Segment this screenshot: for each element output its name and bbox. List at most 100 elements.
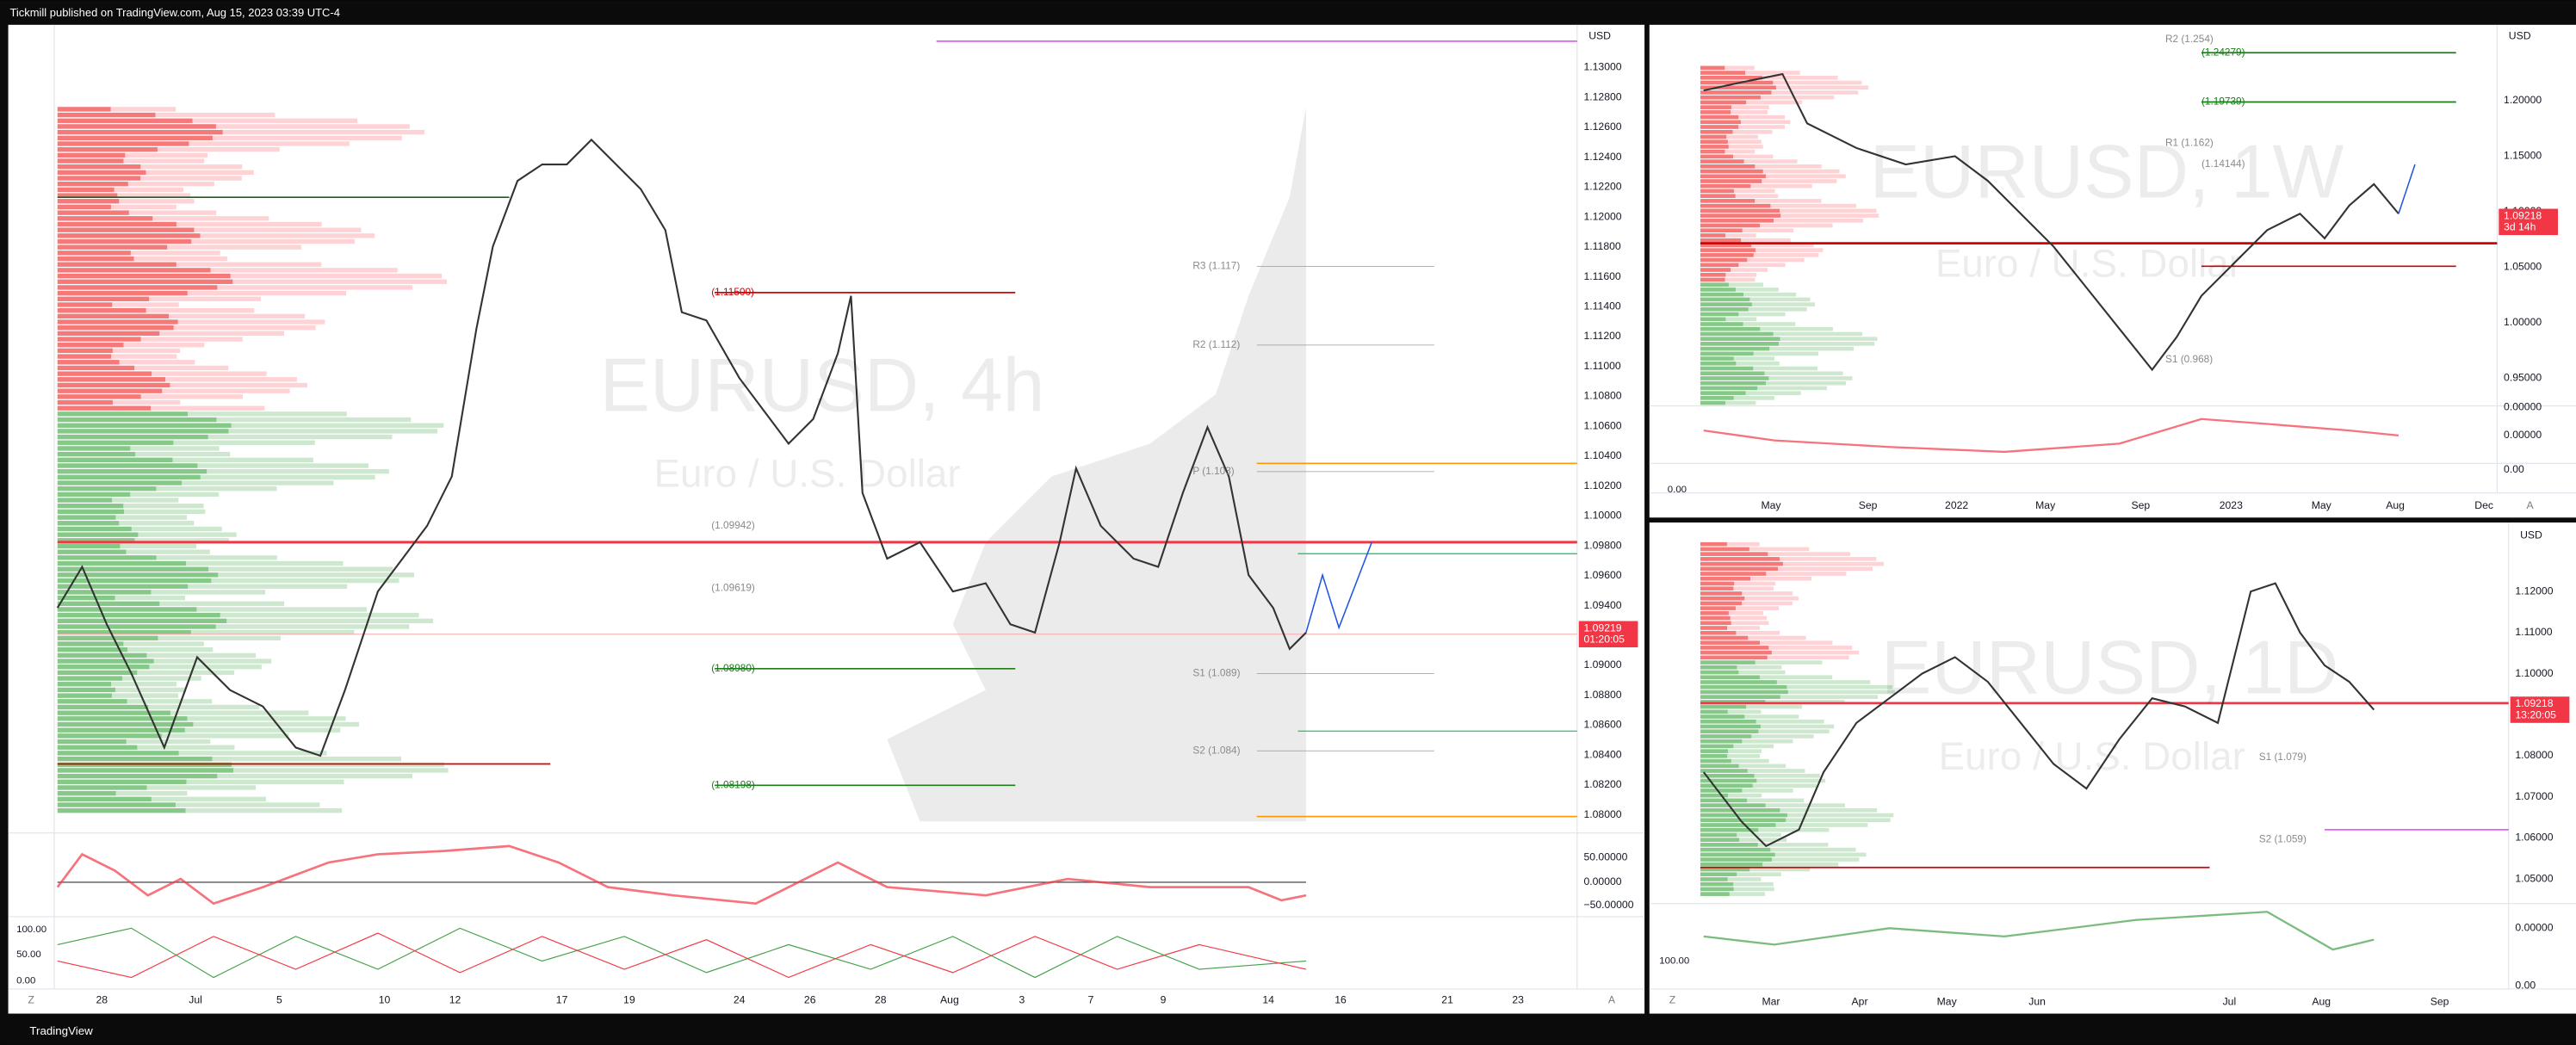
volume-bar (1700, 292, 1797, 297)
time-label: 16 (1334, 993, 1347, 1005)
level-label: R2 (1.112) (1192, 338, 1240, 350)
volume-bar (1700, 268, 1768, 272)
volume-bar (1700, 695, 1879, 699)
volume-bar (57, 624, 410, 629)
volume-bar (57, 504, 124, 509)
volume-bar (57, 808, 343, 813)
volume-bar (1700, 139, 1762, 144)
volume-bar (1700, 391, 1801, 395)
volume-bar (57, 665, 262, 670)
volume-bar (1700, 238, 1791, 243)
volume-bar (57, 176, 141, 181)
volume-bar (1700, 887, 1774, 892)
volume-bar (1700, 857, 1772, 862)
volume-bar (1700, 71, 1746, 75)
volume-bar (1700, 724, 1761, 729)
scale-button: A (2527, 499, 2535, 511)
volume-bar (57, 365, 229, 371)
time-label: 17 (556, 993, 568, 1005)
time-label: May (2035, 499, 2056, 511)
volume-bar (57, 532, 237, 537)
volume-bar (57, 670, 138, 676)
volume-bar (57, 296, 150, 301)
volume-bar (1700, 307, 1807, 312)
volume-bar (57, 560, 187, 566)
volume-bar (1700, 630, 1737, 635)
volume-bar (1700, 838, 1787, 842)
volume-bar (57, 790, 116, 796)
volume-bar (1700, 263, 1786, 268)
volume-bar (57, 629, 355, 635)
volume-bar (1700, 635, 1806, 640)
volume-bar (57, 146, 280, 152)
volume-bar (1700, 847, 1856, 852)
volume-bar (57, 434, 393, 440)
volume-bar (1700, 734, 1814, 739)
volume-bar (1700, 892, 1730, 896)
volume-bar (1700, 105, 1731, 109)
volume-bar (1700, 557, 1780, 561)
volume-bar (57, 641, 124, 646)
volume-bar (57, 388, 290, 393)
volume-bar (57, 394, 243, 399)
volume-bar (1700, 749, 1762, 753)
volume-bar (1700, 199, 1822, 203)
volume-bar (57, 199, 120, 204)
volume-bar (57, 377, 165, 382)
volume-bar (57, 170, 146, 176)
level-label: R3 (1.117) (1192, 259, 1240, 271)
level-label: P (1.103) (1192, 465, 1234, 477)
volume-bar (1700, 396, 1774, 400)
volume-bar (1700, 114, 1739, 120)
indicator-label-left: 50.00 (16, 949, 41, 960)
volume-bar (57, 446, 131, 451)
volume-bar (1700, 366, 1818, 371)
volume-bar (57, 250, 220, 256)
volume-bar (57, 417, 412, 423)
price-label: 1.12000 (2515, 584, 2553, 597)
volume-bar (57, 624, 216, 629)
volume-bar (57, 182, 128, 187)
volume-bar (1700, 606, 1780, 610)
volume-bar (1700, 179, 1762, 183)
volume-bar (1700, 630, 1780, 635)
watermark: EURUSD, 1W (1869, 129, 2344, 213)
volume-bar (1700, 724, 1835, 729)
volume-bar (1700, 386, 1758, 391)
volume-bar (57, 170, 254, 176)
volume-bar (1700, 572, 1767, 576)
volume-bar (57, 543, 121, 549)
volume-bar (57, 555, 157, 560)
volume-bar (57, 687, 187, 693)
volume-bar (1700, 793, 1762, 798)
volume-bar (57, 607, 197, 612)
countdown: 01:20:05 (1583, 634, 1625, 646)
volume-bar (57, 572, 219, 578)
volume-bar (1700, 120, 1741, 125)
volume-bar (57, 187, 115, 193)
volume-bar (1700, 149, 1756, 154)
volume-bar (1700, 307, 1749, 312)
volume-bar (57, 492, 220, 498)
volume-bar (1700, 248, 1824, 252)
watermark: EURUSD, 4h (599, 343, 1044, 428)
volume-bar (57, 659, 272, 664)
volume-bar (57, 572, 415, 578)
volume-bar (1700, 744, 1774, 749)
volume-bar (57, 388, 163, 393)
volume-bar (57, 699, 127, 704)
volume-bar (1700, 734, 1752, 739)
volume-bar (1700, 213, 1879, 218)
volume-bar (1700, 100, 1803, 105)
volume-bar (1700, 695, 1780, 699)
volume-bar (57, 641, 204, 646)
volume-bar (57, 451, 136, 457)
volume-bar (1700, 714, 1745, 719)
volume-bar (1700, 700, 1845, 704)
time-label: Dec (2474, 499, 2493, 511)
time-label: 26 (804, 993, 816, 1005)
volume-bar (57, 204, 176, 210)
volume-bar (1700, 650, 1860, 655)
volume-bar (1700, 670, 1739, 675)
volume-bar (1700, 793, 1729, 798)
